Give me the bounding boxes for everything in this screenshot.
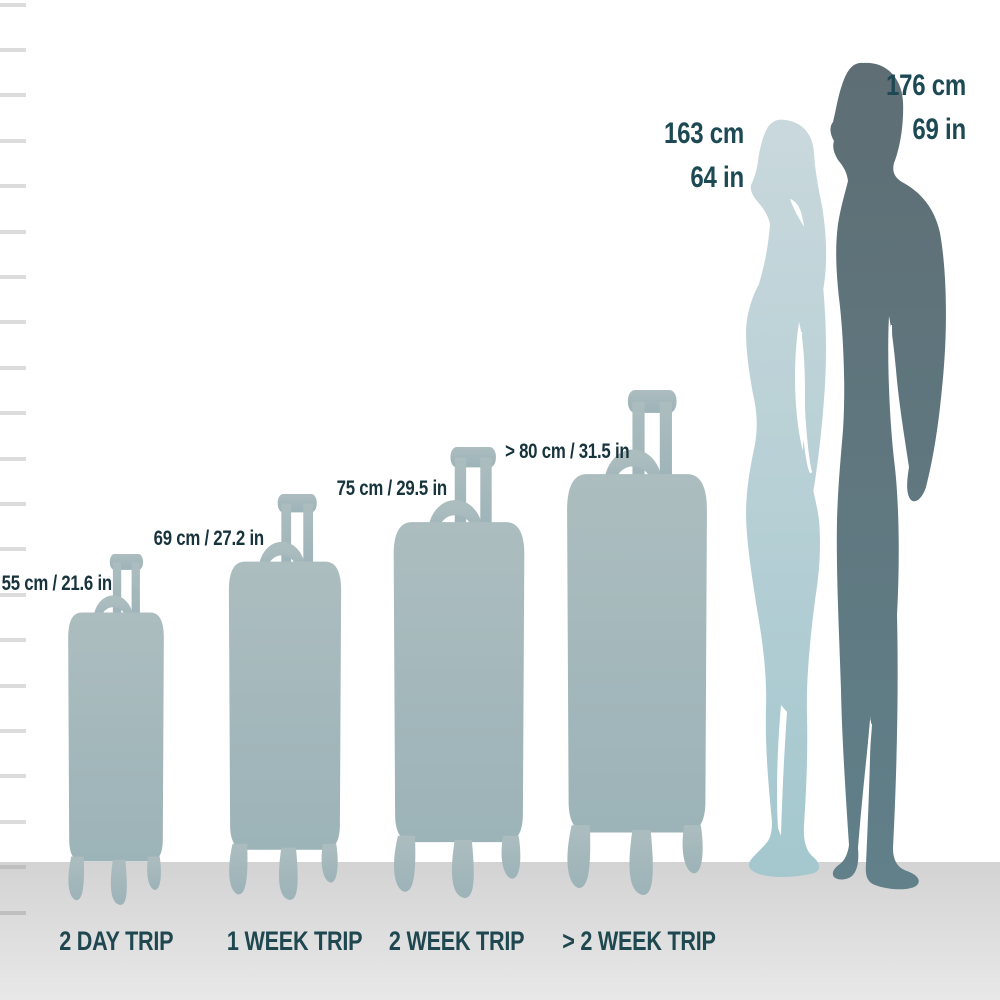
trip-label-2-day: 2 DAY TRIP bbox=[11, 926, 221, 957]
trip-label-1-week: 1 WEEK TRIP bbox=[190, 926, 400, 957]
trip-label-text: 2 WEEK TRIP bbox=[389, 926, 525, 956]
suitcase-icon-1-week bbox=[229, 494, 341, 900]
woman-height-cm: 163 cm bbox=[664, 117, 744, 150]
woman-silhouette bbox=[746, 119, 827, 877]
size-label-text: 55 cm / 21.6 in bbox=[1, 572, 113, 595]
suitcase-icon-2-week bbox=[394, 447, 525, 898]
suitcase-icon-2-day bbox=[68, 554, 164, 905]
man-height-in: 69 in bbox=[912, 113, 967, 146]
woman-height-in: 64 in bbox=[690, 161, 745, 194]
trip-label-2-week: 2 WEEK TRIP bbox=[352, 926, 562, 957]
size-label-2-week: 75 cm / 29.5 in bbox=[309, 477, 448, 501]
size-label-1-week: 69 cm / 27.2 in bbox=[126, 527, 265, 551]
man-height-label: 176 cm 69 in bbox=[866, 64, 966, 152]
size-label-text: 75 cm / 29.5 in bbox=[336, 477, 448, 500]
ruler-ticks bbox=[0, 3, 26, 915]
size-label-text: > 80 cm / 31.5 in bbox=[504, 440, 630, 463]
man-silhouette bbox=[830, 62, 946, 890]
size-label-2-day: 55 cm / 21.6 in bbox=[0, 572, 113, 596]
suitcase-icon-2plus-week bbox=[567, 390, 707, 895]
trip-label-2plus-week: > 2 WEEK TRIP bbox=[534, 926, 744, 957]
woman-height-label: 163 cm 64 in bbox=[644, 112, 744, 200]
trip-label-text: 1 WEEK TRIP bbox=[227, 926, 363, 956]
size-label-text: 69 cm / 27.2 in bbox=[153, 527, 265, 550]
man-height-cm: 176 cm bbox=[886, 69, 966, 102]
size-label-2plus-week: > 80 cm / 31.5 in bbox=[474, 440, 630, 464]
trip-label-text: > 2 WEEK TRIP bbox=[562, 926, 716, 956]
floor-band bbox=[0, 862, 1000, 1000]
trip-label-text: 2 DAY TRIP bbox=[58, 926, 174, 956]
